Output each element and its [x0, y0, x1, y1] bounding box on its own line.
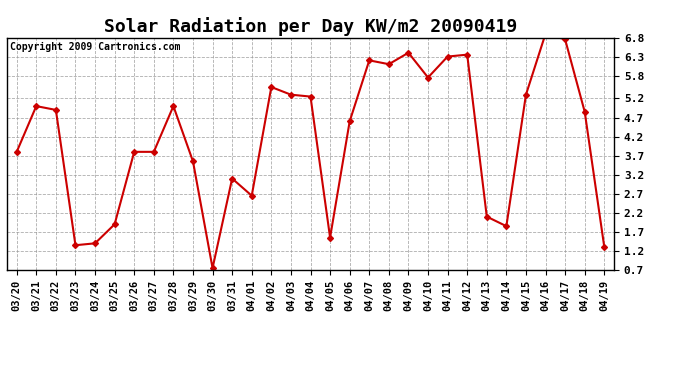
Title: Solar Radiation per Day KW/m2 20090419: Solar Radiation per Day KW/m2 20090419 — [104, 17, 517, 36]
Text: Copyright 2009 Cartronics.com: Copyright 2009 Cartronics.com — [10, 42, 180, 52]
